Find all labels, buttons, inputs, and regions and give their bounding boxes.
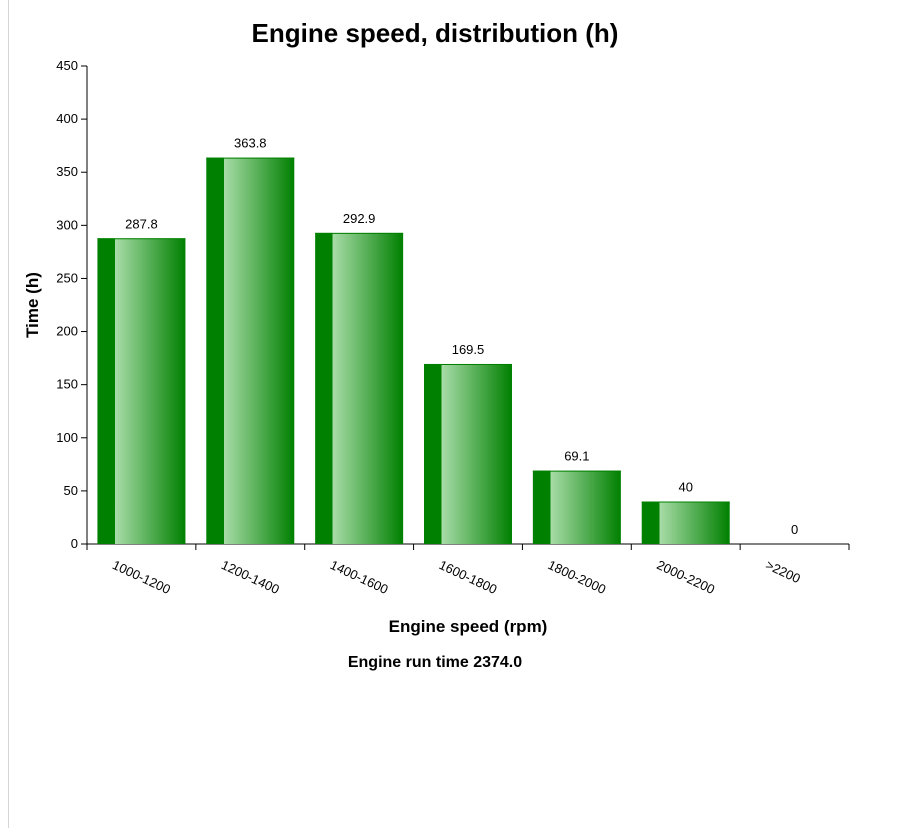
bar <box>315 232 404 544</box>
x-axis-label: Engine speed (rpm) <box>389 617 548 636</box>
y-tick-label: 300 <box>56 217 78 232</box>
y-tick-label: 250 <box>56 270 78 285</box>
data-label: 292.9 <box>343 211 376 226</box>
x-tick-label: 1200-1400 <box>219 557 282 597</box>
y-tick-label: 150 <box>56 377 78 392</box>
x-tick-label: 1000-1200 <box>110 557 173 597</box>
plot-area: 050100150200250300350400450287.81000-120… <box>56 58 850 597</box>
y-tick-label: 450 <box>56 58 78 73</box>
y-tick-label: 400 <box>56 111 78 126</box>
data-label: 40 <box>678 480 692 495</box>
bar <box>424 363 512 544</box>
x-tick-label: 2000-2200 <box>654 557 717 597</box>
y-axis-label: Time (h) <box>23 272 42 338</box>
x-tick-label: 1600-1800 <box>437 557 500 597</box>
y-tick-label: 100 <box>56 430 78 445</box>
x-tick-label: >2200 <box>763 557 802 586</box>
y-tick-label: 0 <box>71 536 78 551</box>
left-border <box>8 0 9 828</box>
data-label: 0 <box>791 522 798 537</box>
data-label: 363.8 <box>234 136 267 151</box>
engine-run-time: Engine run time 2374.0 <box>348 654 522 671</box>
y-tick-label: 200 <box>56 324 78 339</box>
bar <box>97 238 186 544</box>
chart-title: Engine speed, distribution (h) <box>252 18 619 48</box>
data-label: 169.5 <box>452 342 485 357</box>
data-label: 287.8 <box>125 216 158 231</box>
data-label: 69.1 <box>564 449 589 464</box>
y-tick-label: 350 <box>56 164 78 179</box>
x-tick-label: 1800-2000 <box>546 557 609 597</box>
y-tick-label: 50 <box>64 483 78 498</box>
bar <box>206 157 295 545</box>
bar <box>641 501 730 544</box>
x-tick-label: 1400-1600 <box>328 557 391 597</box>
bar <box>532 470 621 544</box>
